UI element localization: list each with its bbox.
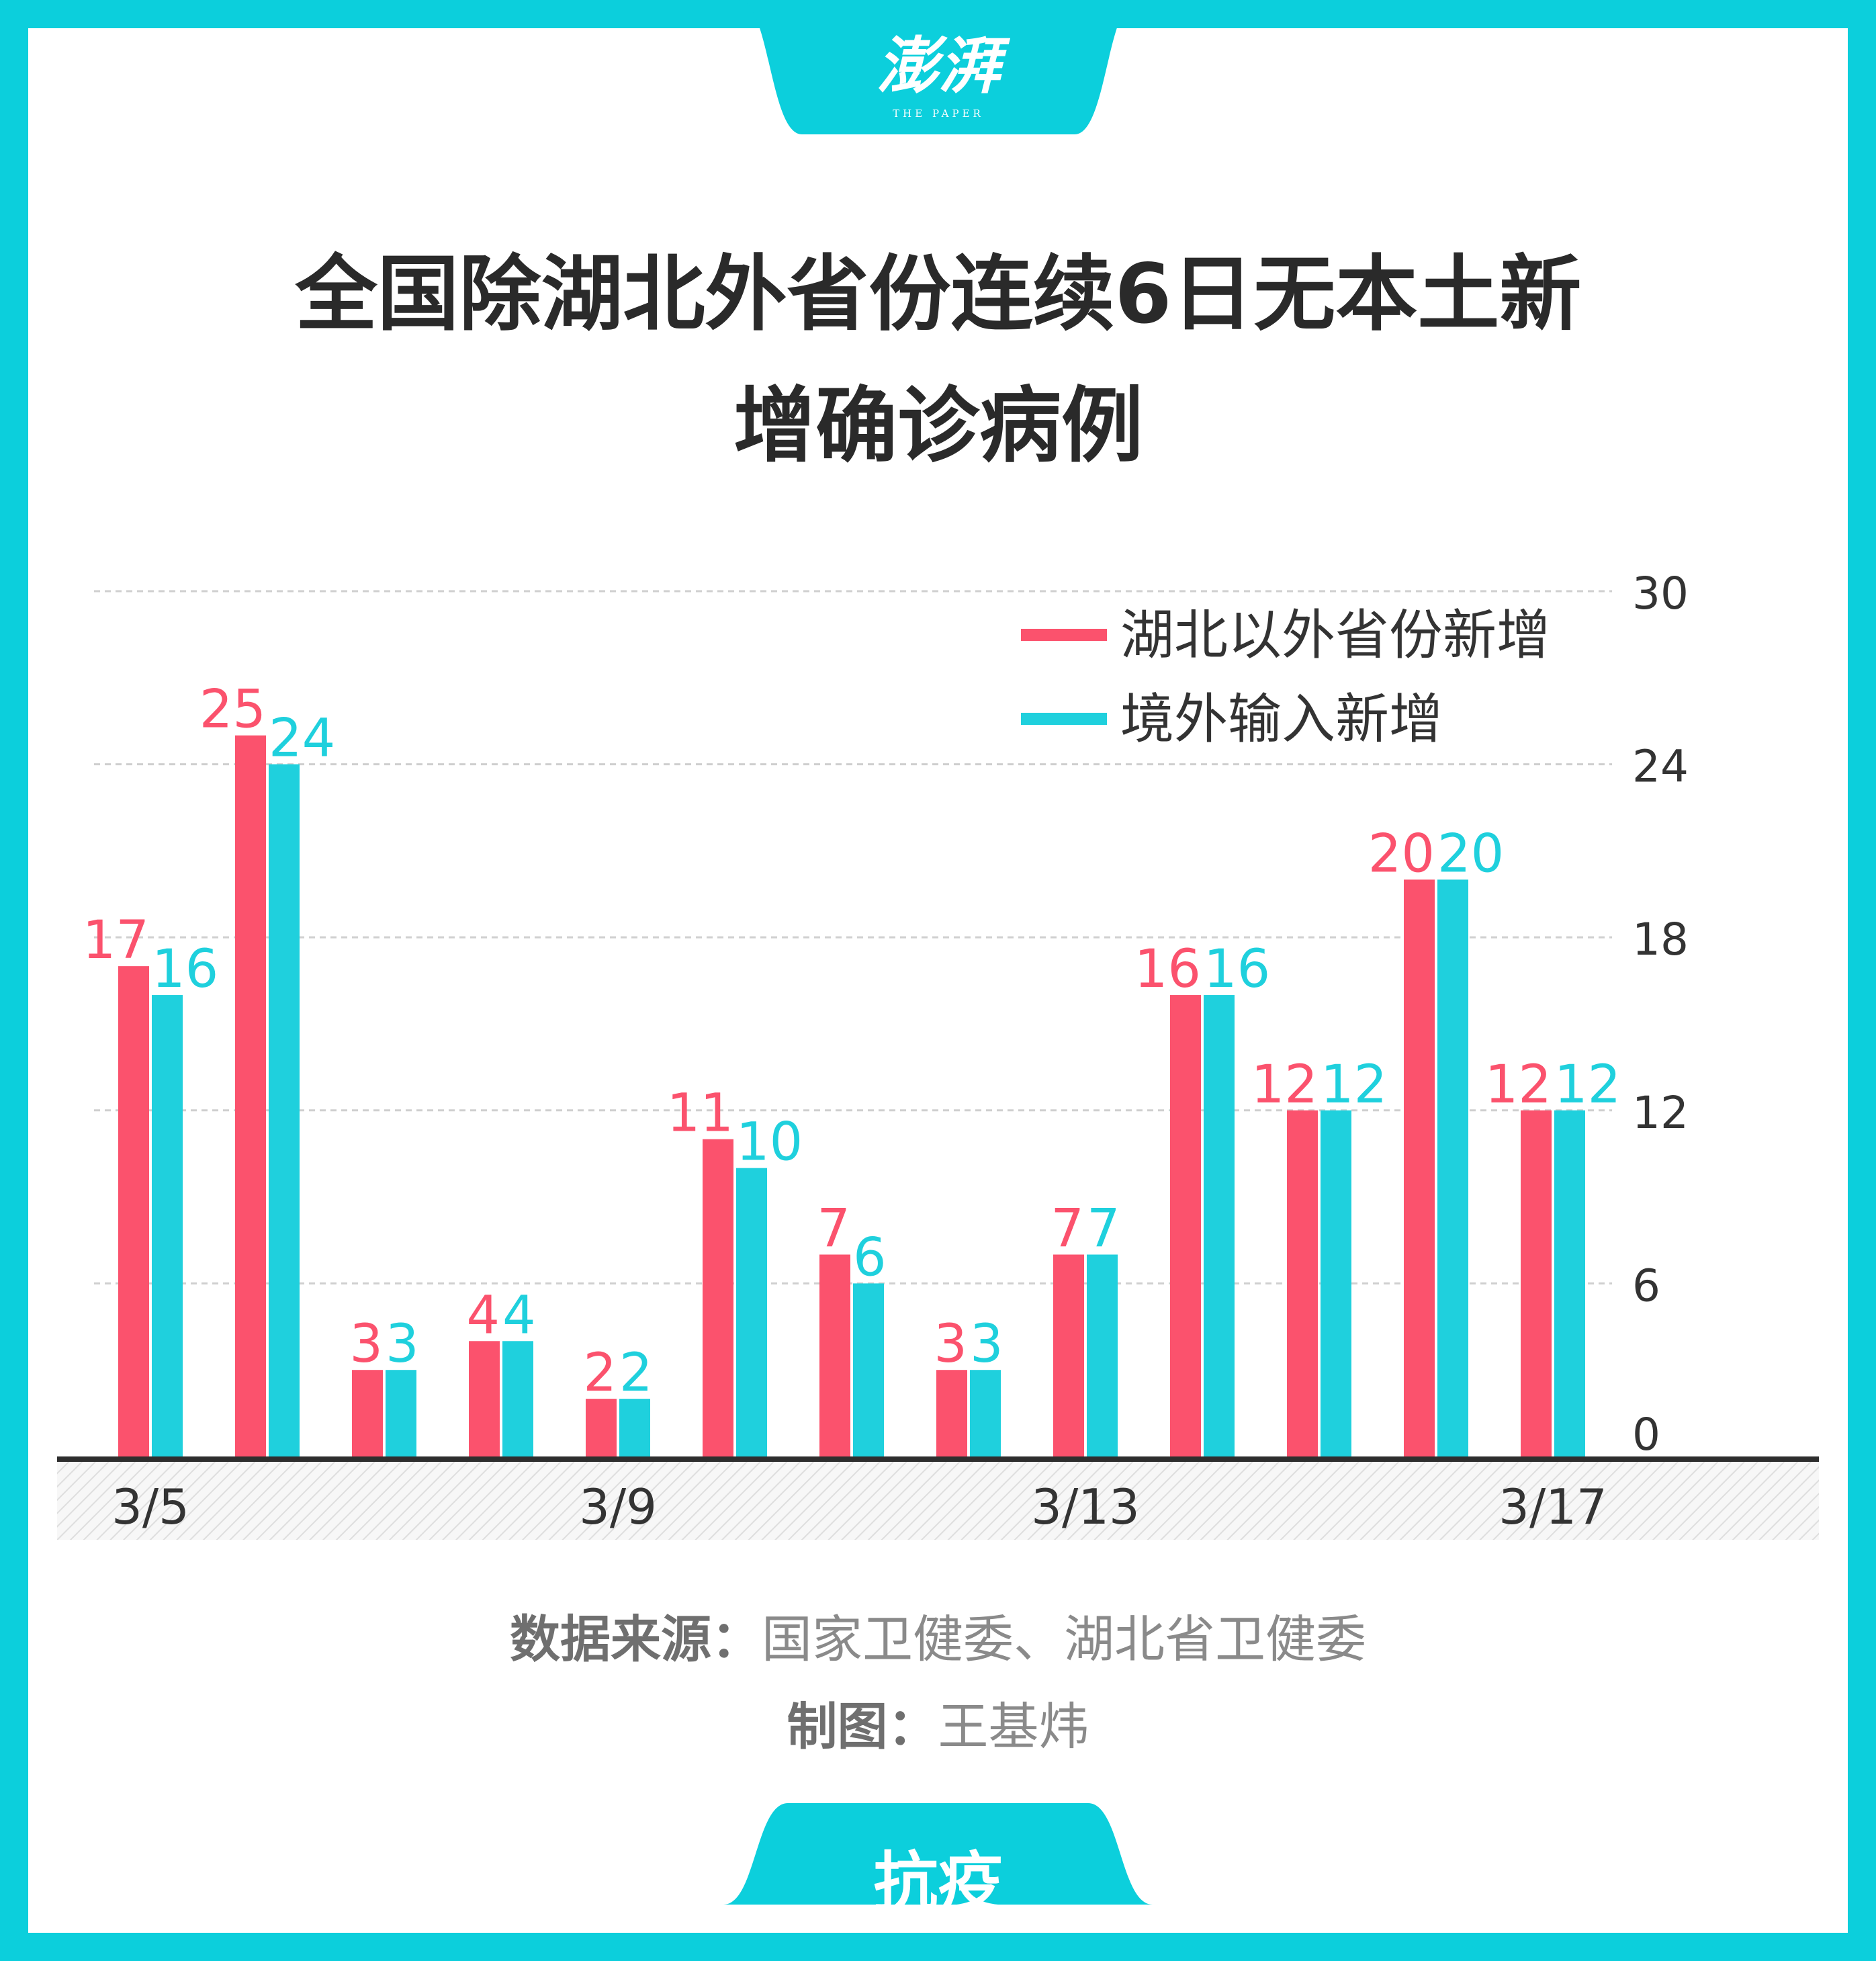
x-tick-label: 3/17 [1499,1479,1607,1535]
data-label-hubei-outside: 17 [83,910,149,971]
bar-imported [1437,879,1468,1456]
data-label-imported: 2 [619,1343,653,1403]
data-label-hubei-outside: 2 [583,1343,617,1403]
data-label-hubei-outside: 12 [1251,1055,1318,1115]
x-axis-band [57,1459,1819,1540]
bar-imported [619,1399,650,1456]
bar-imported [152,995,183,1456]
x-tick-label: 3/9 [579,1479,657,1535]
bar-hubei-outside [1404,879,1435,1456]
data-label-hubei-outside: 3 [934,1314,967,1375]
bar-imported [1321,1110,1351,1456]
footer-tab [723,1803,1153,1905]
bar-imported [1554,1110,1585,1456]
data-label-imported: 12 [1321,1055,1387,1115]
bar-imported [1087,1254,1118,1456]
data-label-imported: 10 [736,1113,803,1173]
data-label-imported: 16 [152,939,218,1000]
y-tick-label: 24 [1632,741,1689,793]
data-label-imported: 4 [502,1285,536,1346]
data-label-imported: 20 [1437,824,1504,884]
brand-logo-subtext: THE PAPER [893,107,984,120]
chart-title-line-1: 全国除湖北外省份连续6日无本土新 [295,247,1582,342]
y-tick-label: 6 [1632,1260,1660,1311]
bar-imported [1204,995,1235,1456]
data-label-hubei-outside: 7 [817,1199,850,1259]
bar-hubei-outside [118,966,149,1456]
y-tick-label: 18 [1632,914,1689,965]
bar-imported [269,764,300,1456]
data-label-hubei-outside: 20 [1368,824,1435,884]
y-tick-label: 30 [1632,568,1689,619]
data-label-imported: 7 [1087,1199,1120,1259]
bar-imported [736,1168,767,1456]
data-label-imported: 3 [386,1314,419,1375]
data-label-imported: 16 [1204,939,1270,1000]
bar-imported [970,1370,1001,1456]
card-background [28,28,1848,1933]
brand-logo: 澎湃 [876,30,1000,102]
y-tick-label: 12 [1632,1087,1689,1139]
bar-imported [502,1341,533,1456]
chart-credit: 制图：王基炜 [0,1693,1876,1760]
data-label-imported: 3 [970,1314,1003,1375]
bar-hubei-outside [1287,1110,1318,1456]
y-tick-label: 0 [1632,1409,1660,1461]
chart-title-line-2: 增确诊病例 [733,378,1143,474]
x-tick-label: 3/13 [1031,1479,1140,1535]
data-label-hubei-outside: 16 [1134,939,1201,1000]
data-label-hubei-outside: 4 [466,1285,500,1346]
logo-tab [739,0,1138,134]
bar-hubei-outside [1053,1254,1084,1456]
data-source: 数据来源：国家卫健委、湖北省卫健委 [0,1606,1876,1673]
bar-imported [386,1370,416,1456]
data-label-hubei-outside: 3 [349,1314,383,1375]
bar-imported [853,1283,884,1456]
data-source-text: 国家卫健委、湖北省卫健委 [762,1610,1367,1669]
data-label-imported: 6 [853,1227,887,1288]
bar-hubei-outside [1170,995,1201,1456]
chart-credit-label: 制图： [787,1697,938,1756]
data-label-imported: 12 [1554,1055,1621,1115]
data-label-imported: 24 [269,709,335,769]
data-label-hubei-outside: 12 [1485,1055,1552,1115]
legend-label-hubei-outside: 湖北以外省份新增 [1120,604,1550,666]
bar-hubei-outside [469,1341,500,1456]
bar-hubei-outside [235,735,266,1456]
chart-credit-text: 王基炜 [938,1697,1089,1756]
x-tick-label: 3/5 [111,1479,189,1535]
bar-hubei-outside [703,1139,733,1456]
data-label-hubei-outside: 11 [667,1084,733,1144]
bar-hubei-outside [936,1370,967,1456]
data-source-label: 数据来源： [509,1610,762,1669]
bar-hubei-outside [1521,1110,1552,1456]
bar-hubei-outside [352,1370,383,1456]
chart-title: 全国除湖北外省份连续6日无本土新 增确诊病例 [101,228,1776,492]
data-label-hubei-outside: 25 [199,680,266,740]
legend-label-imported: 境外输入新增 [1120,688,1443,750]
footer-tag: 抗疫 [873,1845,1003,1920]
bar-hubei-outside [819,1254,850,1456]
bar-hubei-outside [586,1399,617,1456]
data-label-hubei-outside: 7 [1051,1199,1084,1259]
